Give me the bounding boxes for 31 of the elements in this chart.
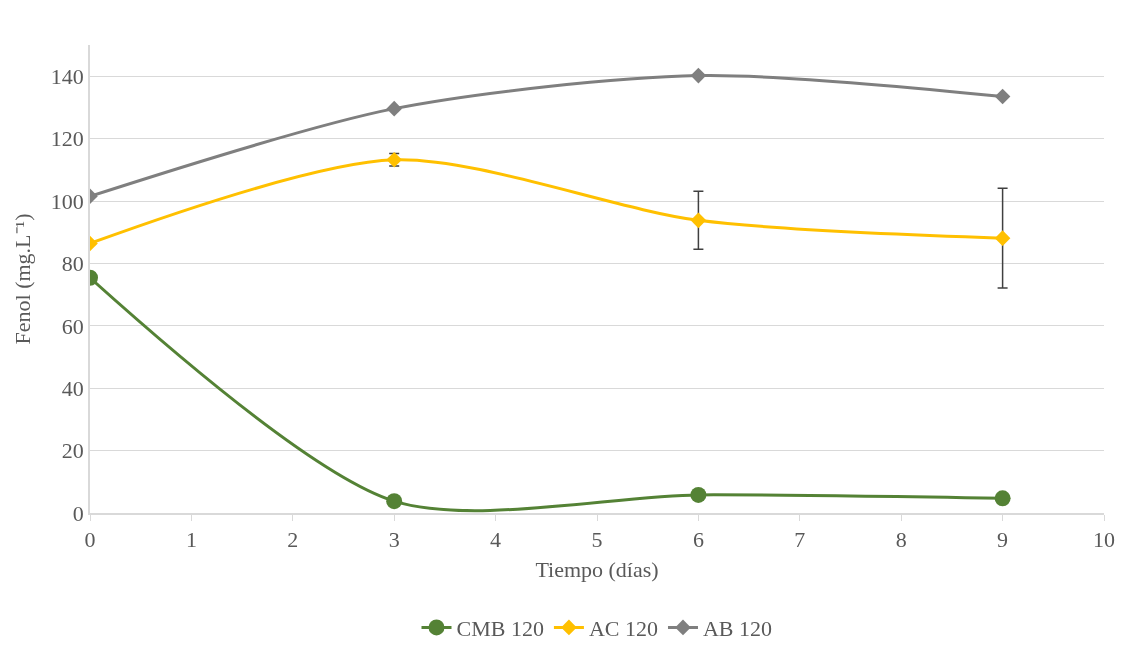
x-tick-label: 6 xyxy=(692,527,704,553)
point xyxy=(386,493,403,510)
x-tick-label: 3 xyxy=(388,527,400,553)
y-tick-label: 60 xyxy=(61,313,84,339)
x-tick-label: 4 xyxy=(490,527,502,553)
x-tick-label: 7 xyxy=(794,527,806,553)
y-tick-label: 40 xyxy=(61,375,84,401)
y-tick-label: 140 xyxy=(50,63,84,89)
legend-label: AB 120 xyxy=(702,615,773,641)
y-tick-label: 80 xyxy=(61,251,84,277)
legend-label: AC 120 xyxy=(588,615,658,641)
y-tick-label: 0 xyxy=(72,500,84,526)
y-tick-label: 120 xyxy=(50,126,84,152)
point xyxy=(690,486,707,503)
point xyxy=(994,88,1011,105)
x-tick-label: 9 xyxy=(997,527,1009,553)
point xyxy=(994,230,1011,246)
y-tick-label: 100 xyxy=(50,188,84,214)
point xyxy=(994,490,1011,507)
point xyxy=(690,212,707,229)
point xyxy=(386,100,402,117)
point xyxy=(690,67,707,84)
x-tick-label: 5 xyxy=(591,527,603,553)
legend-label: CMB 120 xyxy=(456,615,544,641)
x-tick-label: 8 xyxy=(895,527,907,553)
x-tick-label: 10 xyxy=(1093,527,1115,553)
y-tick-label: 20 xyxy=(61,438,84,464)
y-axis-title: Fenol (mg.L⁻¹) xyxy=(10,213,36,345)
x-axis-title: Tiempo (días) xyxy=(535,556,659,582)
x-tick-label: 2 xyxy=(287,527,299,553)
x-tick-label: 1 xyxy=(185,527,197,553)
